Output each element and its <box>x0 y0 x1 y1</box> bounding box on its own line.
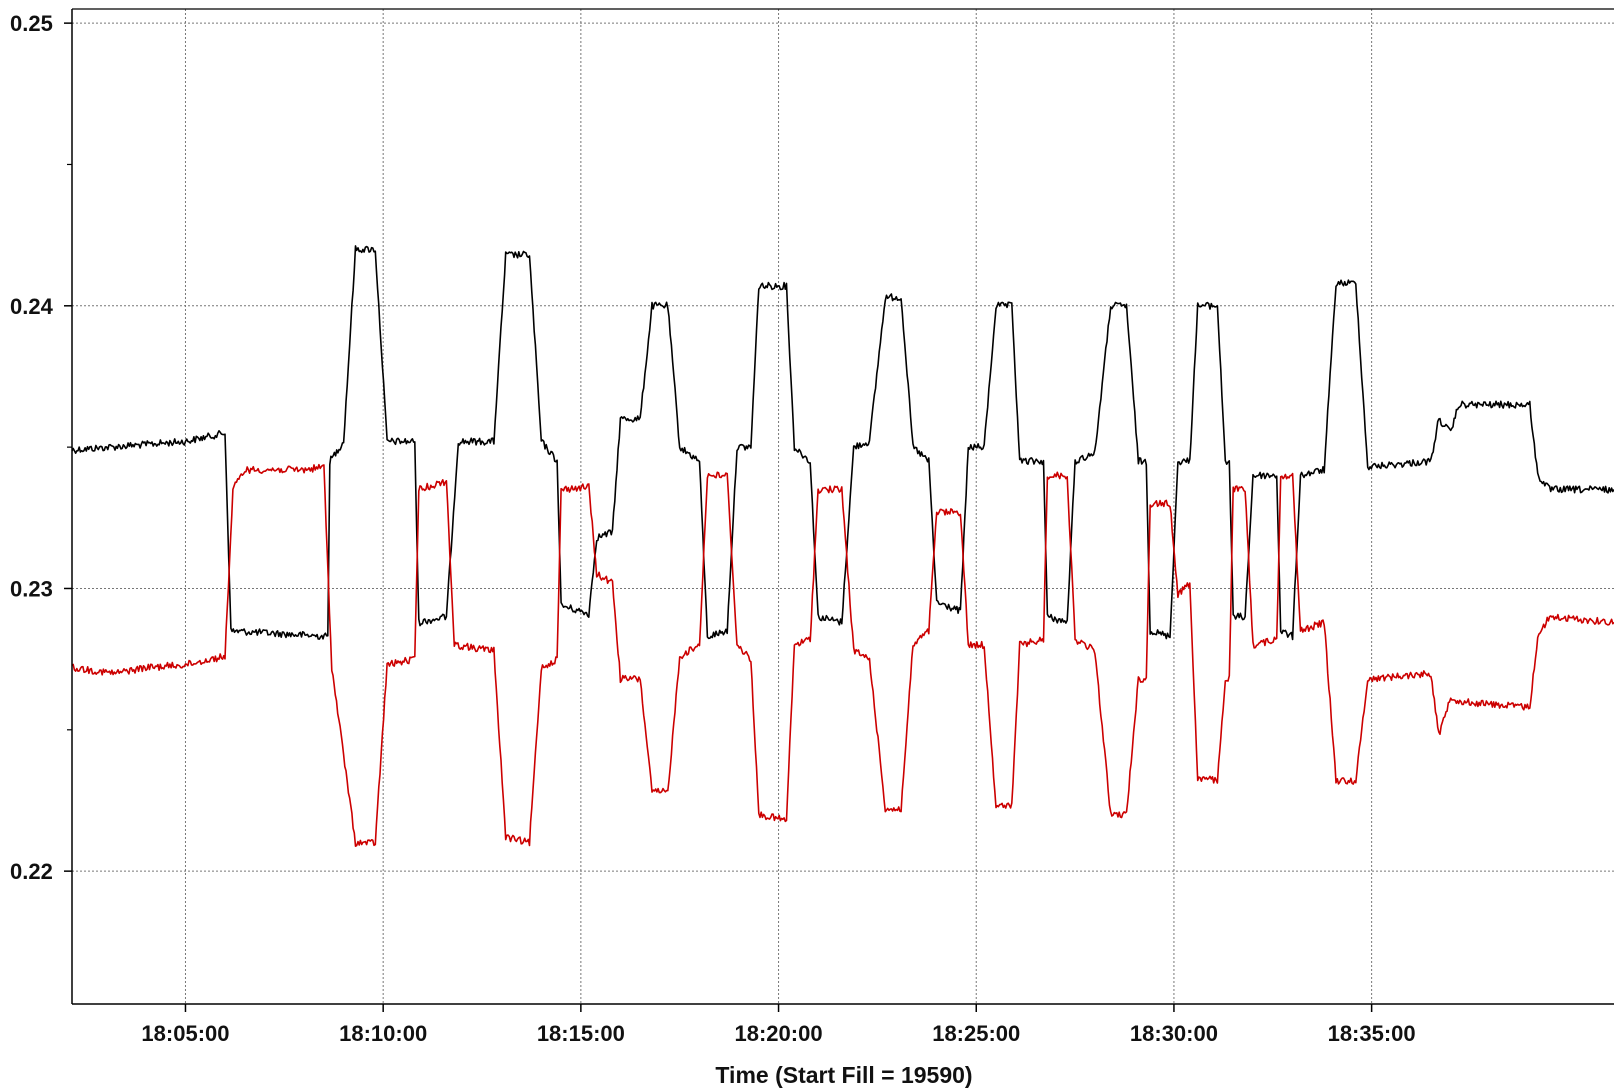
x-tick-labels: 18:05:00 18:10:00 18:15:00 18:20:00 18:25:00… <box>141 1021 1415 1046</box>
series-line-black <box>71 245 1614 641</box>
x-axis-title: Time (Start Fill = 19590) <box>715 1062 972 1088</box>
series-layer <box>71 245 1614 847</box>
x-tick-label: 18:20:00 <box>735 1021 823 1046</box>
series-line-red <box>71 463 1614 847</box>
x-tick-label: 18:35:00 <box>1328 1021 1416 1046</box>
y-tick-labels: 0.25 0.24 0.23 0.22 <box>10 11 54 884</box>
axes <box>71 8 1614 1005</box>
x-tick-label: 18:15:00 <box>537 1021 625 1046</box>
x-tick-label: 18:30:00 <box>1130 1021 1218 1046</box>
x-tick-label: 18:05:00 <box>141 1021 229 1046</box>
x-tick-label: 18:25:00 <box>932 1021 1020 1046</box>
y-tick-label: 0.23 <box>10 576 53 601</box>
x-tick-label: 18:10:00 <box>339 1021 427 1046</box>
y-tick-label: 0.22 <box>10 859 53 884</box>
y-tick-label: 0.24 <box>10 294 54 319</box>
y-tick-label: 0.25 <box>10 11 53 36</box>
